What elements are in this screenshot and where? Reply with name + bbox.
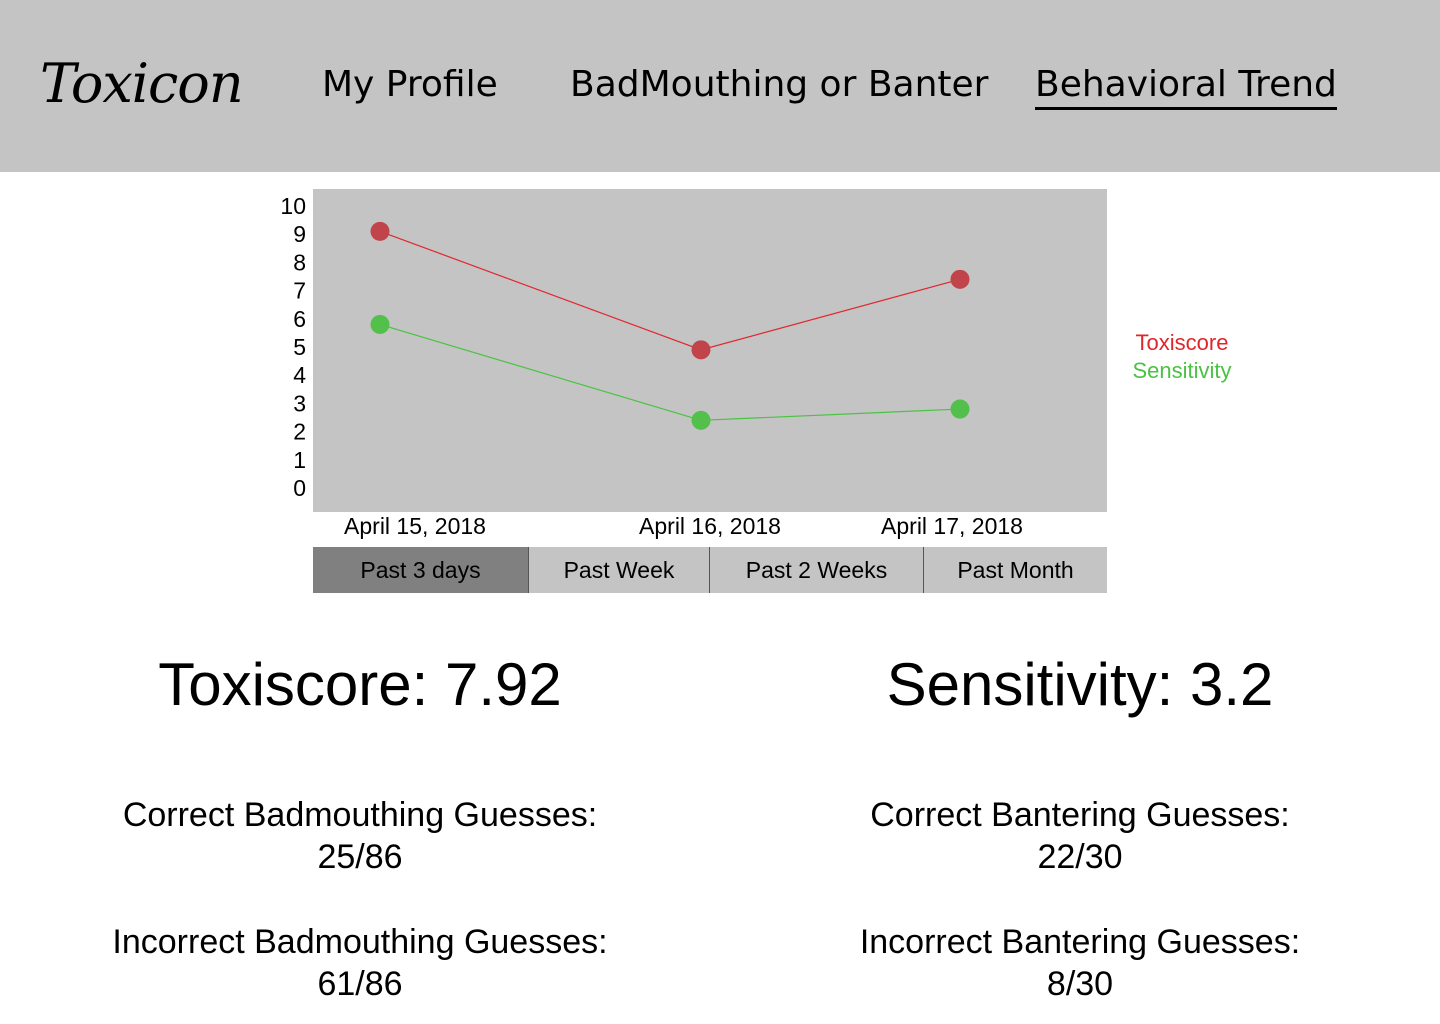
y-tick-label: 0 bbox=[293, 475, 306, 501]
toxiscore-heading: Toxiscore: 7.92 bbox=[158, 651, 562, 718]
toxiscore-stats: Toxiscore: 7.92 Correct Badmouthing Gues… bbox=[60, 650, 660, 1005]
nav-behavioral-trend[interactable]: Behavioral Trend bbox=[1035, 64, 1337, 110]
legend-sensitivity: Sensitivity bbox=[1132, 358, 1231, 383]
range-past-3-days[interactable]: Past 3 days bbox=[313, 547, 529, 593]
y-tick-label: 3 bbox=[293, 390, 306, 416]
data-point-toxiscore bbox=[691, 340, 711, 360]
data-point-toxiscore bbox=[950, 269, 970, 289]
correct-bantering-value: 22/30 bbox=[1037, 838, 1123, 876]
sensitivity-stats: Sensitivity: 3.2 Correct Bantering Guess… bbox=[780, 650, 1380, 1005]
y-tick-label: 5 bbox=[293, 334, 306, 360]
data-point-toxiscore bbox=[370, 221, 390, 241]
y-tick-label: 10 bbox=[280, 193, 306, 219]
range-past-month[interactable]: Past Month bbox=[957, 556, 1074, 583]
nav-my-profile[interactable]: My Profile bbox=[322, 64, 498, 105]
time-range-selector: Past 3 days Past Week Past 2 Weeks Past … bbox=[313, 547, 1107, 593]
x-tick-label: April 17, 2018 bbox=[881, 513, 1023, 539]
legend-toxiscore: Toxiscore bbox=[1136, 330, 1229, 355]
y-tick-label: 2 bbox=[293, 419, 306, 445]
y-tick-label: 1 bbox=[293, 447, 306, 473]
range-past-2-weeks[interactable]: Past 2 Weeks bbox=[710, 547, 924, 593]
nav-badmouthing-or-banter[interactable]: BadMouthing or Banter bbox=[570, 64, 989, 105]
correct-badmouthing-label: Correct Badmouthing Guesses: bbox=[122, 796, 598, 834]
incorrect-badmouthing-value: 61/86 bbox=[317, 965, 403, 1003]
y-tick-label: 6 bbox=[293, 306, 306, 332]
range-past-week[interactable]: Past Week bbox=[529, 547, 710, 593]
correct-bantering-label: Correct Bantering Guesses: bbox=[870, 796, 1290, 834]
data-point-sensitivity bbox=[370, 314, 390, 334]
x-tick-label: April 16, 2018 bbox=[639, 513, 781, 539]
y-tick-label: 4 bbox=[293, 362, 306, 388]
y-tick-label: 7 bbox=[293, 278, 306, 304]
top-nav-bar: Toxicon My Profile BadMouthing or Banter… bbox=[0, 0, 1440, 172]
data-point-sensitivity bbox=[691, 410, 711, 430]
incorrect-bantering-value: 8/30 bbox=[1046, 965, 1114, 1003]
correct-badmouthing-value: 25/86 bbox=[317, 838, 403, 876]
data-point-sensitivity bbox=[950, 399, 970, 419]
y-tick-label: 8 bbox=[293, 249, 306, 275]
x-tick-label: April 15, 2018 bbox=[344, 513, 486, 539]
sensitivity-heading: Sensitivity: 3.2 bbox=[886, 651, 1274, 718]
app-logo[interactable]: Toxicon bbox=[40, 52, 244, 115]
y-tick-label: 9 bbox=[293, 221, 306, 247]
incorrect-badmouthing-label: Incorrect Badmouthing Guesses: bbox=[112, 923, 608, 961]
incorrect-bantering-label: Incorrect Bantering Guesses: bbox=[859, 923, 1301, 961]
